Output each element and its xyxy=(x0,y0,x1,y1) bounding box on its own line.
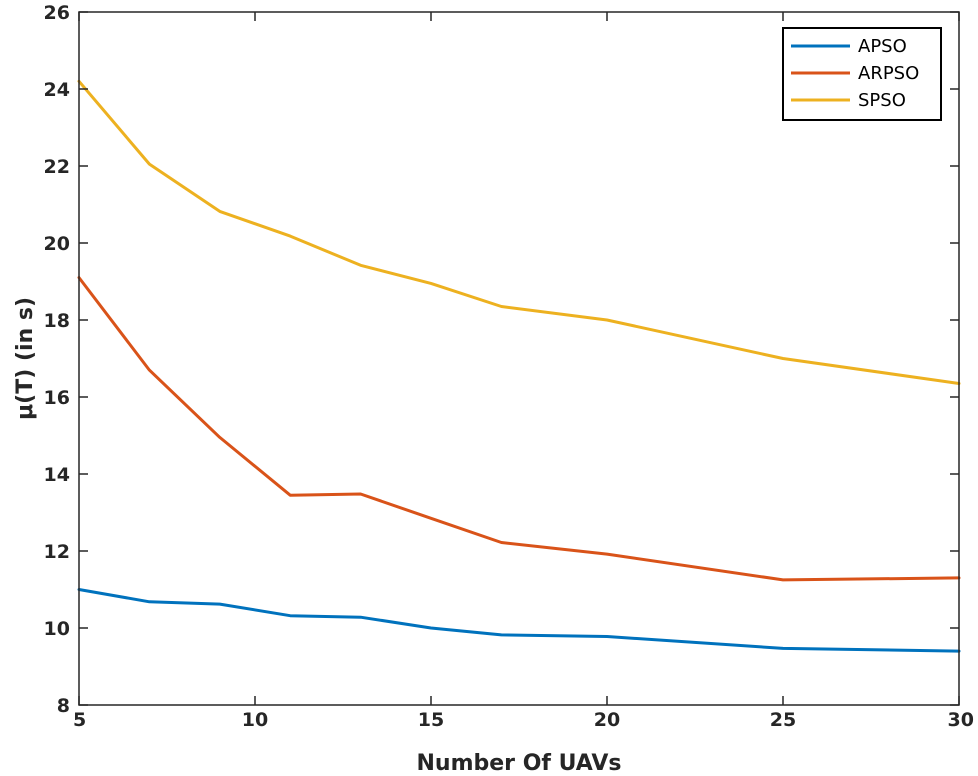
x-tick-label: 20 xyxy=(594,709,620,731)
series-line-apso xyxy=(77,588,961,653)
legend-label-spso: SPSO xyxy=(858,90,906,111)
y-tick-label: 10 xyxy=(44,618,70,640)
legend-label-apso: APSO xyxy=(858,36,907,57)
series-line-spso xyxy=(77,79,961,385)
y-tick-label: 26 xyxy=(44,2,70,24)
x-tick-label: 30 xyxy=(948,709,974,731)
y-tick-label: 16 xyxy=(44,387,70,409)
series-line-arpso xyxy=(77,276,961,582)
plot-frame xyxy=(78,11,960,706)
x-axis-label: Number Of UAVs xyxy=(417,751,622,776)
y-tick-label: 22 xyxy=(44,156,70,178)
y-tick-label: 8 xyxy=(57,695,70,717)
y-tick-label: 24 xyxy=(44,79,70,101)
legend-label-arpso: ARPSO xyxy=(858,63,919,84)
y-axis-label: μ(T) (in s) xyxy=(13,297,38,420)
y-tick-label: 20 xyxy=(44,233,70,255)
x-tick-label: 15 xyxy=(418,709,444,731)
series-layer xyxy=(77,79,961,653)
x-tick-label: 5 xyxy=(73,709,86,731)
y-tick-label: 18 xyxy=(44,310,70,332)
x-tick-label: 25 xyxy=(770,709,796,731)
x-tick-label: 10 xyxy=(242,709,268,731)
plot-area xyxy=(79,12,959,705)
legend: APSO ARPSO SPSO xyxy=(782,27,942,121)
ticks-layer: 5 10 15 20 25 30 8 10 12 14 16 18 20 22 24 26 xyxy=(44,2,974,731)
y-tick-label: 14 xyxy=(44,464,70,486)
y-tick-label: 12 xyxy=(44,541,70,563)
